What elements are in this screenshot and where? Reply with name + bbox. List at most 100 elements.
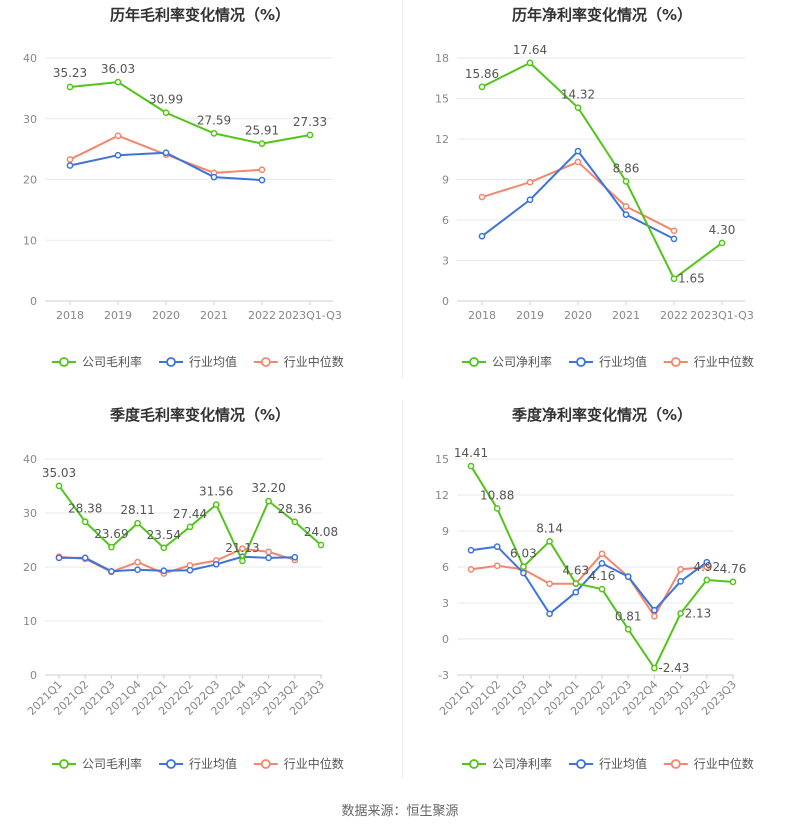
data-point [134,566,141,574]
data-point [291,518,299,526]
chart-title: 历年净利率变化情况（%） [512,6,692,24]
data-point [162,149,170,157]
x-tick-label: 2021 [612,309,640,322]
data-label: 24.08 [304,525,338,539]
data-point [239,545,246,552]
y-tick-label: 40 [23,52,37,65]
data-label: 14.41 [454,446,488,460]
data-point [526,196,534,204]
data-point [670,227,678,235]
chart-svg: 季度毛利率变化情况（%）0102030402021Q12021Q22021Q32… [23,406,344,771]
data-label: 10.88 [480,488,514,502]
legend-label: 行业中位数 [694,756,754,771]
data-point [160,544,168,552]
data-point [81,554,89,562]
data-point [622,211,630,218]
legend-item: 行业中位数 [663,756,754,771]
data-point [134,558,141,566]
data-point [108,543,115,551]
data-point [729,578,737,586]
data-point [66,162,74,169]
legend-swatch-marker [260,759,271,769]
data-label: 23.69 [94,527,128,541]
data-label: 36.03 [101,62,135,76]
data-point [677,610,684,617]
data-label: 15.86 [465,67,499,81]
data-label: 21.13 [225,541,259,555]
annual-net-margin-chart: 历年净利率变化情况（%） 0 3 6 9 12 15 18 2018 2019 2020 2021 20… [402,0,800,400]
data-label: 1.65 [678,272,705,286]
y-tick-label: 9 [442,174,449,187]
data-point [114,78,122,86]
data-point [598,560,606,567]
data-point [186,523,194,531]
y-tick-label: 20 [23,174,37,187]
y-tick-label: 30 [23,113,37,126]
data-point [572,588,580,596]
x-tick-label: 2018 [56,309,84,322]
data-label: 4.63 [562,563,589,577]
data-point [718,239,726,247]
data-point [478,232,486,240]
data-point [160,567,168,575]
data-point [493,505,501,512]
data-point [239,557,246,565]
data-point [265,554,272,562]
data-point [114,151,122,159]
series-line [58,485,322,562]
legend-swatch-marker [260,357,271,367]
data-label: 4.92 [693,560,720,574]
data-label: 28.38 [68,502,102,516]
y-tick-label: 20 [23,561,37,574]
data-point [670,275,678,283]
data-label: 17.64 [513,43,547,57]
data-point [703,576,711,584]
legend-item: 行业均值 [159,756,237,771]
data-point [66,83,74,91]
y-tick-label: 10 [23,234,37,247]
data-label: 28.11 [120,503,154,517]
data-point [520,563,527,570]
data-point [258,140,266,147]
y-tick-label: 18 [435,52,449,65]
legend-item: 公司毛利率 [52,354,142,369]
y-tick-label: 9 [442,525,449,538]
y-tick-label: 6 [442,214,449,227]
data-point [703,558,711,566]
data-point [574,147,582,155]
data-label: 14.32 [561,88,595,102]
legend-swatch-marker [670,357,681,367]
data-point [66,156,74,163]
legend-item: 行业均值 [569,354,647,369]
y-tick-label: 0 [442,633,449,646]
data-point [467,546,475,554]
data-point [598,550,606,558]
data-point [467,462,475,470]
quarterly-net-margin-chart: 季度净利率变化情况（%） -3 0 3 6 9 12 15 2021Q1 2021Q2 2021Q3… [402,400,800,800]
data-point [81,518,89,526]
data-label: 27.44 [173,507,207,521]
legend-swatch-marker [469,759,479,769]
y-tick-label: 12 [435,489,449,502]
data-point [622,178,630,185]
y-tick-label: -3 [438,669,449,682]
series-line [470,552,707,618]
data-point [186,566,194,574]
data-point [162,109,170,117]
y-tick-label: 3 [442,597,449,610]
data-label: 35.03 [42,466,76,480]
legend-swatch-marker [469,357,479,367]
data-point [258,176,266,184]
data-point [651,612,658,620]
chart-svg: 季度净利率变化情况（%）-3036912152021Q12021Q22021Q3… [435,406,754,771]
data-point [574,158,582,166]
legend-item: 行业中位数 [253,354,344,369]
data-point [651,664,658,672]
chart-title: 历年毛利率变化情况（%） [110,6,290,24]
data-label: -2.43 [658,661,689,675]
legend-item: 行业中位数 [663,354,754,369]
data-point [493,562,501,570]
data-point [210,130,218,137]
legend-label: 公司毛利率 [82,756,142,771]
data-point [624,573,632,580]
